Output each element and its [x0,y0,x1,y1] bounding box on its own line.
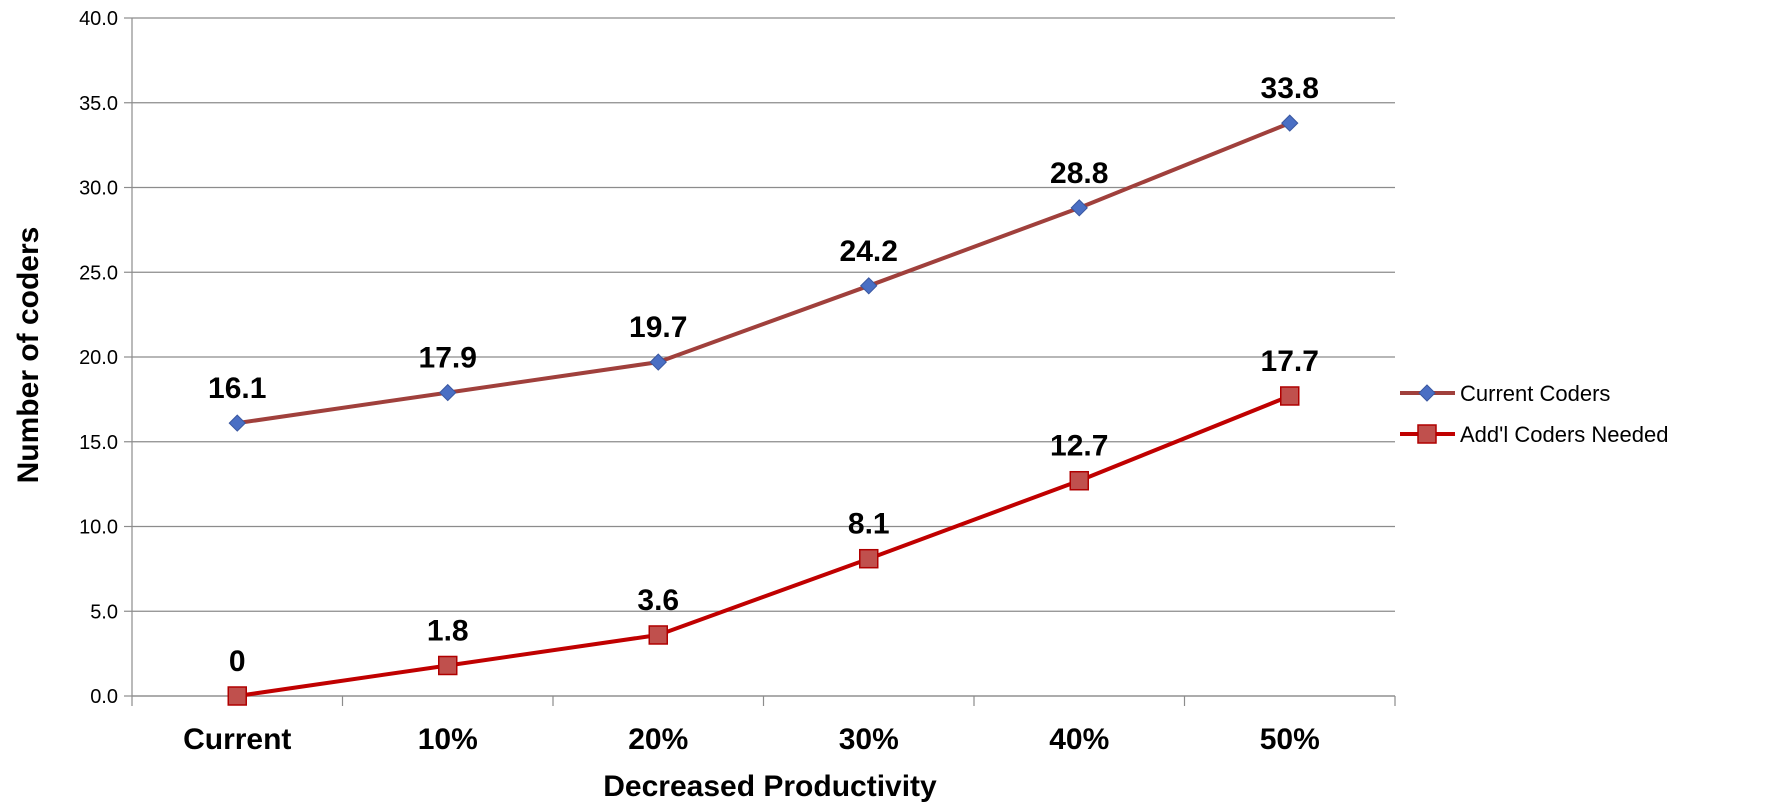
x-tick-label: Current [183,723,291,756]
diamond-marker [1070,199,1088,217]
data-label: 17.9 [419,342,477,375]
data-label: 16.1 [208,372,266,405]
diamond-marker [1281,114,1299,132]
series-line [236,121,1291,426]
x-axis-title: Decreased Productivity [603,770,937,803]
diamond-marker [860,277,878,295]
square-marker [859,548,879,569]
diamond-marker [439,383,457,402]
y-axis-ticks: 0.0 5.0 10.0 15.0 20.0 25.0 30.0 35.0 40.0 [79,8,132,708]
square-marker [1280,386,1300,406]
y-tick-label: 30.0 [79,178,118,200]
legend-label: Current Coders [1460,381,1610,406]
square-marker [648,625,668,645]
x-tick-label: 50% [1260,723,1320,756]
diamond-marker [649,353,667,371]
series-line [236,394,1291,698]
diamond-marker [228,414,246,432]
data-label: 24.2 [840,235,898,268]
x-axis-ticks: Current 10% 20% 30% 40% 50% [131,696,1396,756]
data-labels: 16.1 17.9 19.7 24.2 28.8 33.8 0 1.8 3.6 8.1 12.7 17… [208,72,1319,678]
data-label: 3.6 [637,584,679,617]
data-label: 19.7 [629,311,687,344]
y-tick-label: 0.0 [90,686,118,708]
series-group [227,114,1300,706]
legend-diamond-marker [1418,384,1436,402]
data-label: 1.8 [427,614,469,647]
data-label: 12.7 [1050,430,1108,463]
y-tick-label: 35.0 [79,93,118,115]
legend-label: Add'l Coders Needed [1460,422,1668,447]
square-marker [227,686,247,706]
legend-item: Add'l Coders Needed [1400,422,1668,447]
x-tick-label: 30% [839,723,899,756]
y-tick-label: 20.0 [79,347,118,369]
gridlines [132,17,1395,697]
y-axis-title: Number of coders [12,227,45,484]
x-tick-label: 20% [628,723,688,756]
x-tick-label: 10% [418,723,478,756]
legend: Current Coders Add'l Coders Needed [1400,381,1668,447]
square-marker [1069,470,1089,491]
data-label: 0 [229,645,246,678]
y-tick-label: 40.0 [79,8,118,30]
x-tick-label: 40% [1049,723,1109,756]
y-tick-label: 25.0 [79,262,118,284]
y-tick-label: 10.0 [79,517,118,539]
data-label: 33.8 [1261,72,1319,105]
legend-square-marker [1417,424,1437,444]
y-tick-label: 5.0 [90,601,118,623]
series-1 [228,114,1299,432]
square-marker [438,655,458,676]
data-label: 28.8 [1050,157,1108,190]
legend-item: Current Coders [1400,381,1610,406]
data-label: 8.1 [848,508,890,541]
series-2 [227,386,1300,706]
y-tick-label: 15.0 [79,432,118,454]
data-label: 17.7 [1261,345,1319,378]
